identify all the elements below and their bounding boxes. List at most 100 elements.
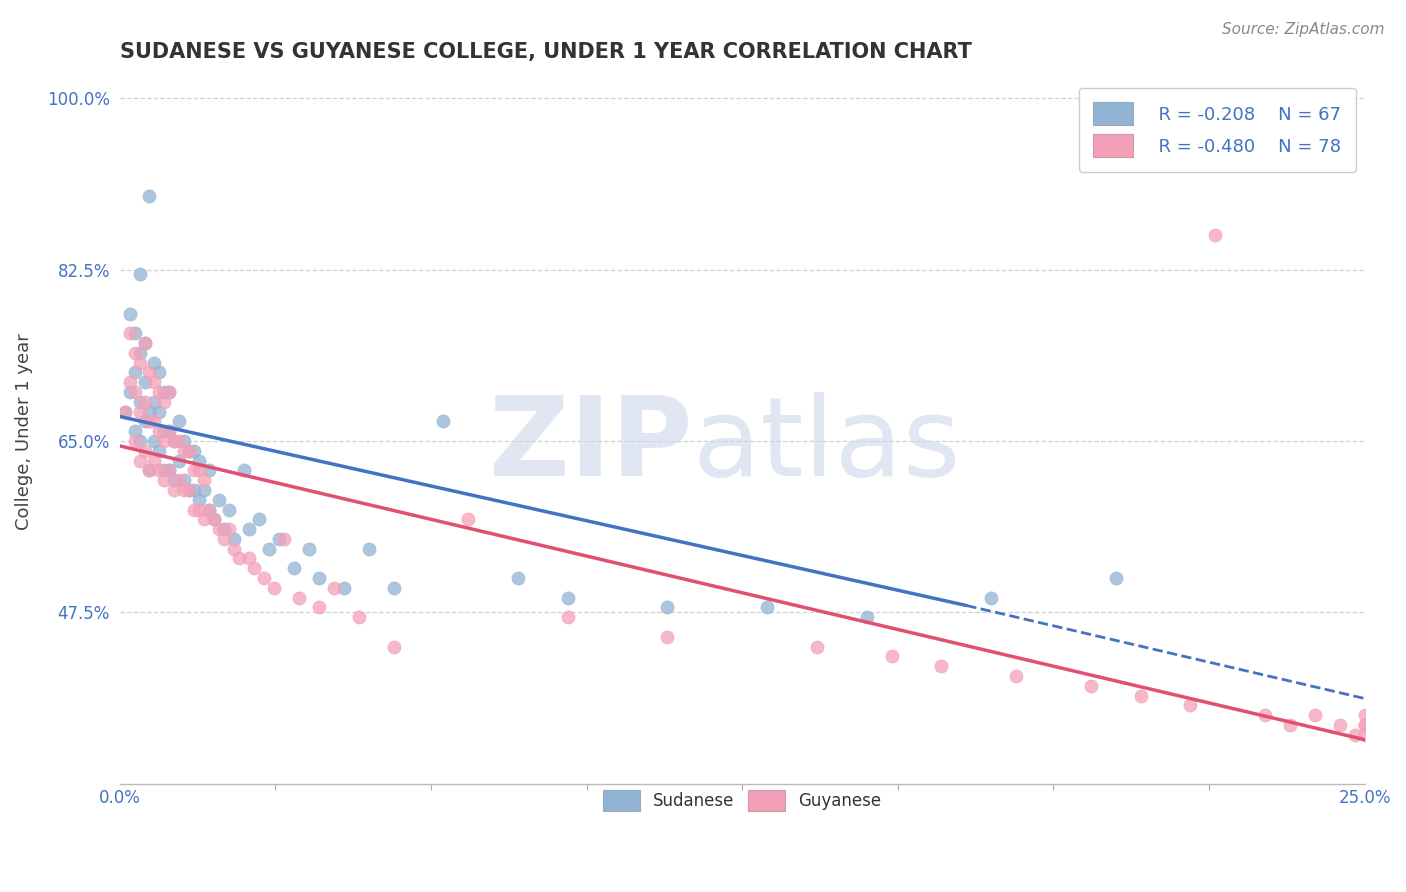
Point — [138, 463, 160, 477]
Point — [128, 346, 150, 360]
Point — [124, 384, 146, 399]
Point — [557, 591, 579, 605]
Point — [153, 434, 176, 448]
Point — [1354, 708, 1376, 723]
Point — [148, 404, 170, 418]
Point — [188, 492, 211, 507]
Point — [267, 532, 290, 546]
Point — [228, 551, 250, 566]
Point — [179, 443, 201, 458]
Point — [157, 463, 180, 477]
Point — [980, 591, 1002, 605]
Point — [756, 600, 779, 615]
Point — [148, 443, 170, 458]
Point — [157, 424, 180, 438]
Point — [153, 394, 176, 409]
Point — [143, 356, 166, 370]
Point — [148, 424, 170, 438]
Point — [143, 414, 166, 428]
Point — [1005, 669, 1028, 683]
Point — [143, 453, 166, 467]
Point — [188, 502, 211, 516]
Point — [134, 336, 156, 351]
Point — [308, 571, 330, 585]
Point — [1204, 228, 1226, 243]
Point — [169, 453, 191, 467]
Point — [382, 581, 405, 595]
Point — [457, 512, 479, 526]
Legend: Sudanese, Guyanese: Sudanese, Guyanese — [591, 777, 894, 825]
Point — [128, 453, 150, 467]
Point — [124, 434, 146, 448]
Point — [169, 414, 191, 428]
Y-axis label: College, Under 1 year: College, Under 1 year — [15, 333, 32, 530]
Point — [212, 532, 235, 546]
Point — [202, 512, 225, 526]
Point — [1344, 728, 1367, 742]
Point — [143, 375, 166, 389]
Point — [143, 434, 166, 448]
Point — [114, 404, 136, 418]
Point — [657, 600, 679, 615]
Point — [198, 502, 221, 516]
Point — [114, 404, 136, 418]
Point — [118, 326, 141, 341]
Point — [183, 483, 205, 497]
Point — [308, 600, 330, 615]
Point — [1105, 571, 1128, 585]
Point — [855, 610, 877, 624]
Point — [134, 336, 156, 351]
Point — [806, 640, 828, 654]
Point — [134, 414, 156, 428]
Point — [1354, 718, 1376, 732]
Point — [183, 443, 205, 458]
Point — [224, 532, 246, 546]
Point — [148, 463, 170, 477]
Point — [238, 551, 260, 566]
Point — [193, 473, 215, 487]
Point — [124, 424, 146, 438]
Point — [432, 414, 454, 428]
Point — [188, 453, 211, 467]
Point — [163, 434, 186, 448]
Point — [128, 356, 150, 370]
Point — [173, 483, 195, 497]
Point — [153, 463, 176, 477]
Point — [128, 434, 150, 448]
Point — [1354, 728, 1376, 742]
Point — [193, 483, 215, 497]
Point — [153, 473, 176, 487]
Point — [148, 365, 170, 379]
Point — [138, 189, 160, 203]
Point — [253, 571, 276, 585]
Text: Source: ZipAtlas.com: Source: ZipAtlas.com — [1222, 22, 1385, 37]
Point — [157, 384, 180, 399]
Point — [138, 414, 160, 428]
Point — [124, 346, 146, 360]
Point — [218, 502, 240, 516]
Point — [357, 541, 380, 556]
Point — [382, 640, 405, 654]
Point — [931, 659, 953, 673]
Point — [243, 561, 266, 575]
Point — [332, 581, 354, 595]
Point — [218, 522, 240, 536]
Point — [134, 375, 156, 389]
Point — [1254, 708, 1277, 723]
Point — [157, 424, 180, 438]
Point — [183, 502, 205, 516]
Point — [169, 473, 191, 487]
Point — [128, 268, 150, 282]
Point — [198, 502, 221, 516]
Point — [208, 492, 231, 507]
Point — [179, 483, 201, 497]
Point — [1354, 718, 1376, 732]
Point — [118, 384, 141, 399]
Point — [118, 307, 141, 321]
Point — [163, 434, 186, 448]
Point — [173, 443, 195, 458]
Point — [557, 610, 579, 624]
Point — [118, 375, 141, 389]
Point — [347, 610, 370, 624]
Point — [179, 443, 201, 458]
